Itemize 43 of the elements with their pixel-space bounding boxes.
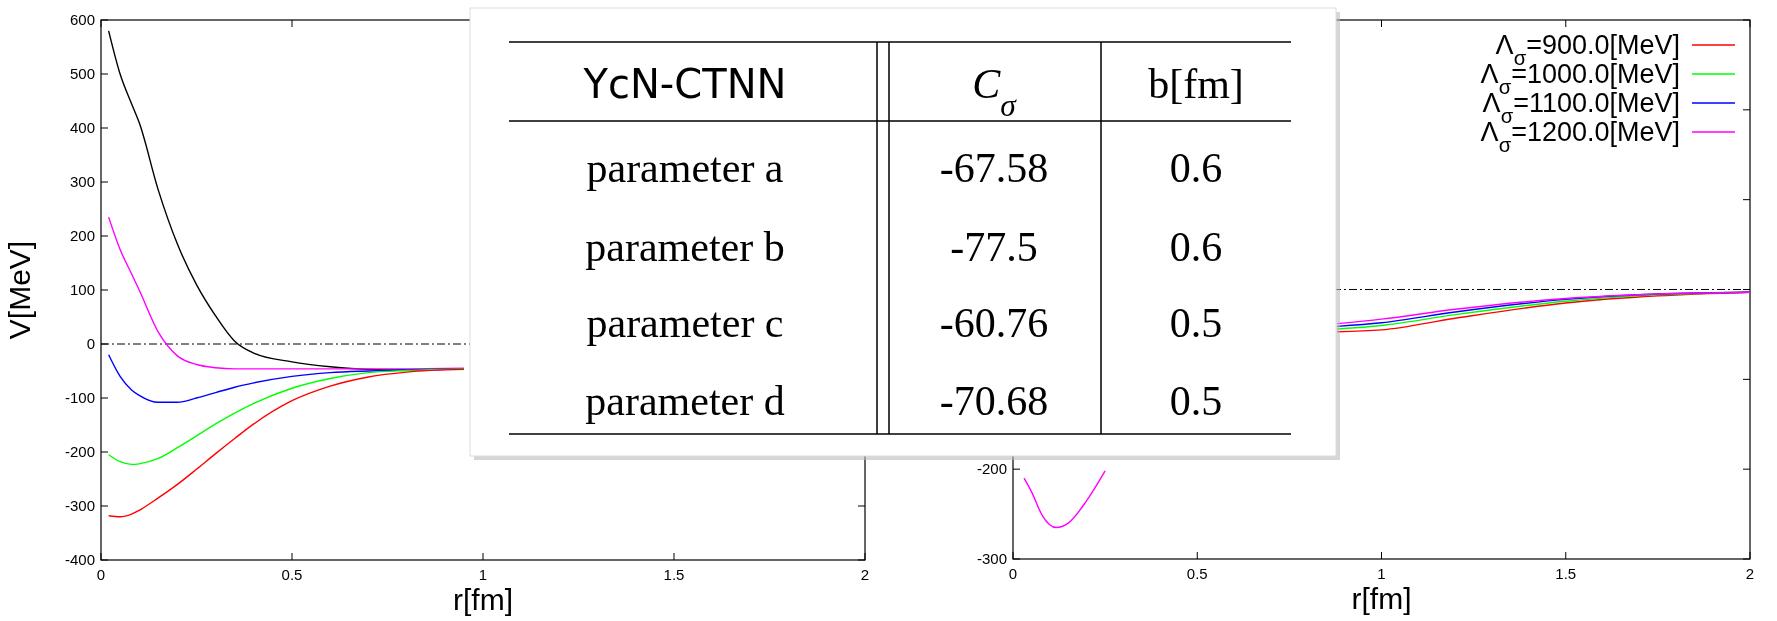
- annotation: -67.58: [939, 145, 1049, 191]
- annotation: -77.5: [950, 224, 1038, 270]
- y-tick-label: 500: [69, 65, 95, 82]
- x-tick-label: 1: [1377, 565, 1386, 582]
- annotation: YcN-CTNN: [582, 61, 787, 107]
- annotation: -60.76: [939, 300, 1049, 346]
- annotation: parameter d: [585, 378, 785, 424]
- x-tick-label: 0: [1008, 565, 1018, 582]
- annotation: 0.5: [1169, 378, 1223, 424]
- y-tick-label: 600: [69, 11, 95, 28]
- annotation: parameter a: [586, 145, 784, 191]
- y-axis-title: V[MeV]: [3, 240, 36, 340]
- x-axis-title: r[fm]: [453, 583, 513, 616]
- annotation: 0.5: [1169, 300, 1223, 346]
- y-tick-label: 200: [69, 227, 95, 244]
- y-tick-label: 100: [69, 281, 95, 298]
- x-axis-title: r[fm]: [1351, 582, 1412, 615]
- line-series: [107, 368, 465, 518]
- y-tick-label: -200: [64, 443, 95, 460]
- annotation: -70.68: [939, 378, 1049, 424]
- y-tick-label: -200: [976, 460, 1007, 478]
- annotation: 0.6: [1169, 145, 1223, 191]
- annotation: parameter b: [585, 224, 785, 270]
- x-tick-label: 2: [860, 566, 870, 583]
- x-tick-label: 1.5: [663, 566, 685, 583]
- line-series: [107, 368, 465, 466]
- x-tick-label: 0.5: [1186, 565, 1208, 582]
- y-tick-label: 0: [86, 335, 95, 352]
- annotation: b[fm]: [1148, 61, 1244, 107]
- y-tick-label: -100: [64, 389, 95, 406]
- y-tick-label: -400: [64, 551, 95, 568]
- x-tick-label: 0: [96, 566, 106, 583]
- annotation: parameter c: [586, 300, 784, 346]
- annotation: C$_{σ}$: [972, 61, 1018, 123]
- annotation: 0.6: [1169, 224, 1223, 270]
- y-tick-label: -300: [976, 550, 1007, 567]
- y-tick-label: 400: [69, 119, 95, 136]
- x-tick-label: 2: [1745, 565, 1755, 582]
- x-tick-label: 1.5: [1555, 565, 1577, 582]
- y-tick-label: -300: [64, 497, 95, 514]
- y-tick-label: 300: [69, 173, 95, 190]
- x-tick-label: 1: [478, 566, 488, 583]
- x-tick-label: 0.5: [281, 566, 303, 583]
